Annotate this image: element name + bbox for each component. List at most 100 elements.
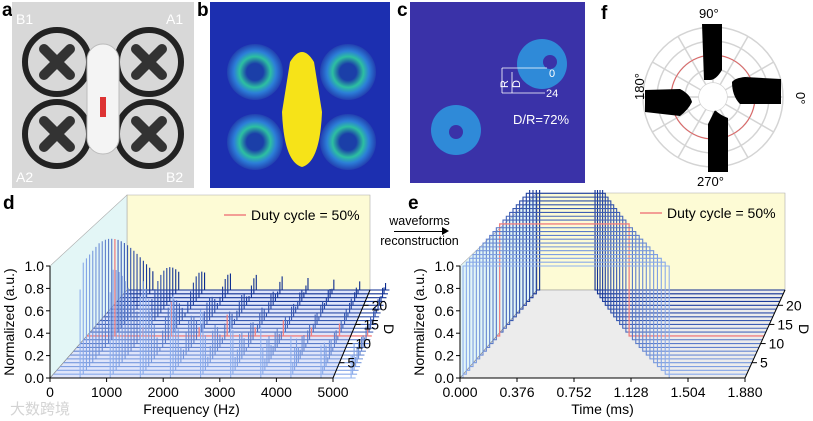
x-tick-label: 1.880 <box>727 384 762 400</box>
chart-e-waveforms: 0.0 0.2 0.4 0.6 0.8 1.0 0.000 0.376 0.752 1.128 1.… <box>411 190 812 417</box>
series-trace-D3 <box>56 258 359 371</box>
angle-180: 180° <box>632 73 647 100</box>
series-trace-D22 <box>120 264 387 299</box>
series-trace-D15 <box>506 211 770 325</box>
x-tick-label: 2000 <box>148 384 179 400</box>
watermark: 大数跨境 <box>10 401 71 418</box>
series-trace-D19 <box>110 253 383 310</box>
x-tick-label: 5000 <box>317 384 348 400</box>
series-trace-D24 <box>537 190 785 291</box>
drone-photo: B1 A1 A2 B2 <box>12 2 194 188</box>
d-tick-label: 10 <box>355 336 371 352</box>
series-trace-D23 <box>123 267 388 295</box>
series-trace-D3 <box>466 257 749 371</box>
y-tick-label: 0.8 <box>435 280 455 296</box>
series-trace-D13 <box>500 219 766 333</box>
x-tick-label: 0 <box>46 384 54 400</box>
series-trace-D9 <box>486 234 759 348</box>
angle-0: 0° <box>793 92 808 104</box>
d-tick-label: 5 <box>760 355 768 371</box>
d-tick-label: 20 <box>786 297 802 313</box>
y-tick-label: 0.4 <box>25 325 45 341</box>
legend-label: Duty cycle = 50% <box>667 205 776 221</box>
series-trace-D15 <box>96 243 377 325</box>
angle-90: 90° <box>699 6 719 21</box>
d-axis <box>332 289 371 379</box>
panel-a-label: a <box>2 0 13 21</box>
d-tick-label: 5 <box>347 355 355 371</box>
x-axis-label: Frequency (Hz) <box>143 401 239 417</box>
series-trace-D18 <box>106 250 381 314</box>
y-tick-label: 0.4 <box>435 325 455 341</box>
series-trace-D10 <box>490 231 761 345</box>
series-trace-D20 <box>113 257 384 306</box>
series-trace-D6 <box>66 246 363 360</box>
x-tick-label: 1000 <box>91 384 122 400</box>
series-trace-D5 <box>63 250 362 364</box>
d-tick-label: 15 <box>364 316 380 332</box>
arrow-icon <box>394 227 449 235</box>
series-trace-D4 <box>60 254 361 368</box>
legend-label: Duty cycle = 50% <box>251 207 360 223</box>
arrow-label-line2: reconstruction <box>380 234 459 248</box>
series-trace-D8 <box>73 241 366 352</box>
series-trace-D16 <box>100 245 378 322</box>
corner-label-a1: A1 <box>166 11 183 27</box>
series-trace-D23 <box>533 190 784 295</box>
series-trace-D2 <box>463 261 747 375</box>
series-trace-D17 <box>103 247 380 318</box>
chart-d-spectrum: 0.0 0.2 0.4 0.6 0.8 1.0 0 1000 2000 3000 4000 5000 5… <box>1 194 397 417</box>
reconstruction-arrow: waveforms reconstruction <box>372 214 467 249</box>
heatmap-image-c: R D 0 24 D/R=72% <box>410 2 585 183</box>
series-trace-D2 <box>53 262 358 375</box>
d-axis-label: D <box>381 324 397 334</box>
y-tick-label: 1.0 <box>25 258 45 274</box>
x-tick-label: 4000 <box>261 384 292 400</box>
corner-label-a2: A2 <box>16 169 33 185</box>
d-tick-label: 15 <box>777 316 793 332</box>
series-trace-D24 <box>127 271 390 291</box>
series-trace-D5 <box>473 250 752 364</box>
y-axis-label: Normalized (a.u.) <box>1 268 17 375</box>
series-trace-D22 <box>530 190 782 299</box>
heatmap-image-b <box>210 2 390 188</box>
series-trace-D7 <box>480 242 756 356</box>
x-tick-label: 0.752 <box>556 384 591 400</box>
annotation-r: R <box>499 80 511 88</box>
x-tick-label: 0.376 <box>499 384 534 400</box>
x-tick-label: 1.128 <box>613 384 648 400</box>
y-tick-label: 0.6 <box>435 303 455 319</box>
series-trace-D21 <box>116 260 386 303</box>
arrow-label-line1: waveforms <box>389 214 450 228</box>
series-trace-D7 <box>70 243 365 356</box>
x-tick-label: 1.504 <box>670 384 705 400</box>
x-tick-label: 0.000 <box>442 384 477 400</box>
angle-270: 270° <box>697 174 724 189</box>
y-tick-label: 1.0 <box>435 258 455 274</box>
panel-f-label: f <box>601 3 608 24</box>
corner-label-b1: B1 <box>16 11 33 27</box>
y-tick-label: 0.2 <box>435 348 455 364</box>
series-trace-D20 <box>523 192 779 306</box>
panel-e-label: e <box>408 193 419 214</box>
series-trace-D10 <box>80 238 369 345</box>
x-tick-label: 3000 <box>204 384 235 400</box>
polar-plot: 90° 180° 0° 270° <box>632 6 808 189</box>
series-trace-D12 <box>496 223 765 337</box>
x-axis-label: Time (ms) <box>571 401 633 417</box>
y-tick-label: 0.8 <box>25 280 45 296</box>
marker-0: 0 <box>549 68 555 80</box>
series-trace-D4 <box>470 253 751 368</box>
marker-24: 24 <box>546 88 558 100</box>
y-axis-label: Normalized (a.u.) <box>411 268 427 375</box>
series-trace-D14 <box>503 215 768 329</box>
panel-b-label: b <box>197 0 209 21</box>
d-axis-label: D <box>796 324 812 334</box>
d-tick-label: 10 <box>769 336 785 352</box>
ratio-text: D/R=72% <box>513 112 569 127</box>
d-axis <box>744 289 786 379</box>
series-trace-D17 <box>513 204 773 318</box>
series-trace-D18 <box>516 200 775 314</box>
panel-c-label: c <box>397 0 408 21</box>
